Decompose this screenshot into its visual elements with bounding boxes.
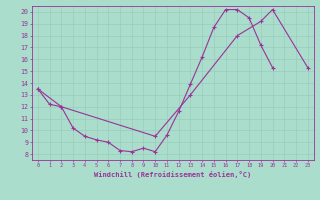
X-axis label: Windchill (Refroidissement éolien,°C): Windchill (Refroidissement éolien,°C) bbox=[94, 171, 252, 178]
